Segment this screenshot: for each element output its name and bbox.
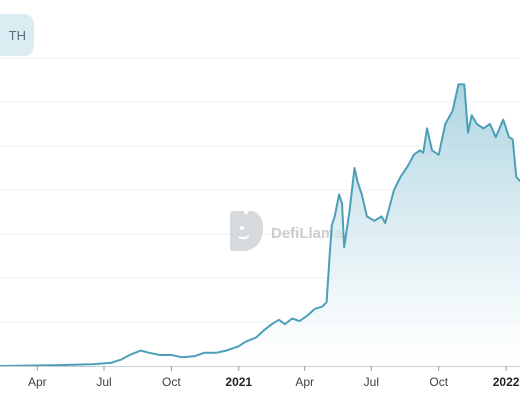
series-line bbox=[0, 83, 520, 367]
series-area bbox=[0, 84, 520, 367]
x-tick-label: Jul bbox=[364, 375, 379, 389]
x-tick-label: Oct bbox=[429, 375, 448, 389]
x-axis: Apr Jul Oct 2021 Apr Jul Oct 2022 bbox=[0, 366, 520, 389]
watermark: DefiLlama bbox=[230, 211, 343, 251]
x-tick-label: Jul bbox=[96, 375, 111, 389]
x-tick-label: Apr bbox=[295, 375, 314, 389]
x-tick-label: Apr bbox=[28, 375, 47, 389]
series-toggle-label: TH bbox=[8, 27, 26, 43]
x-tick-label: 2021 bbox=[225, 375, 252, 389]
llama-logo-icon bbox=[230, 211, 263, 251]
x-tick-label: 2022 bbox=[493, 375, 520, 389]
series-toggle-badge[interactable]: TH bbox=[0, 14, 34, 56]
x-tick-label: Oct bbox=[162, 375, 181, 389]
watermark-text: DefiLlama bbox=[271, 225, 343, 242]
